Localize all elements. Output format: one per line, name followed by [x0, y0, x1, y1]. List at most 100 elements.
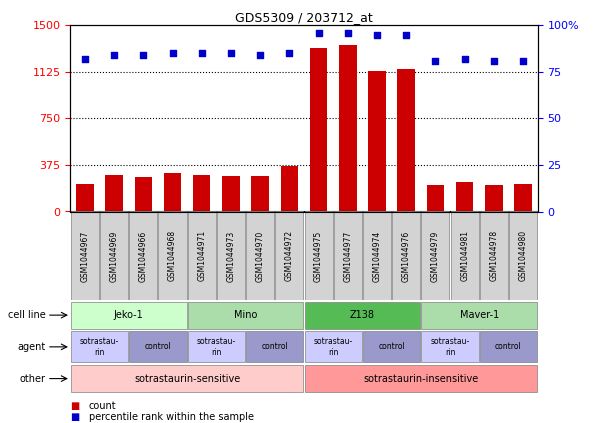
Bar — [188, 331, 245, 363]
Bar — [451, 212, 478, 300]
Text: GSM1044966: GSM1044966 — [139, 230, 148, 282]
Bar — [456, 182, 474, 212]
Bar — [193, 175, 210, 212]
Bar — [246, 212, 274, 300]
Point — [255, 52, 265, 58]
Bar — [100, 212, 128, 300]
Text: percentile rank within the sample: percentile rank within the sample — [89, 412, 254, 422]
Bar — [514, 184, 532, 212]
Text: control: control — [145, 342, 171, 352]
Bar — [158, 212, 186, 300]
Point — [285, 50, 295, 57]
Bar — [134, 177, 152, 212]
Bar — [334, 212, 362, 300]
Text: GSM1044977: GSM1044977 — [343, 230, 353, 282]
Bar — [392, 212, 420, 300]
Bar — [422, 302, 537, 329]
Text: Jeko-1: Jeko-1 — [114, 310, 144, 320]
Point — [431, 58, 441, 64]
Bar — [304, 302, 420, 329]
Bar — [71, 212, 99, 300]
Text: GSM1044968: GSM1044968 — [168, 231, 177, 281]
Point — [197, 50, 207, 57]
Point — [489, 58, 499, 64]
Text: sotrastaurin-insensitive: sotrastaurin-insensitive — [363, 374, 478, 384]
Text: other: other — [20, 374, 45, 384]
Bar — [246, 331, 304, 363]
Point — [80, 55, 90, 62]
Bar — [222, 176, 240, 212]
Text: control: control — [262, 342, 288, 352]
Text: Mino: Mino — [234, 310, 257, 320]
Point — [518, 58, 528, 64]
Text: GSM1044979: GSM1044979 — [431, 230, 440, 282]
Text: cell line: cell line — [8, 310, 45, 320]
Text: agent: agent — [17, 342, 45, 352]
Bar — [363, 331, 420, 363]
Text: GSM1044969: GSM1044969 — [109, 230, 119, 282]
Bar — [280, 165, 298, 212]
Bar — [304, 365, 537, 392]
Text: count: count — [89, 401, 116, 411]
Text: ■: ■ — [70, 412, 79, 422]
Point — [459, 55, 469, 62]
Text: control: control — [495, 342, 522, 352]
Point — [401, 31, 411, 38]
Text: GSM1044967: GSM1044967 — [81, 230, 89, 282]
Text: sotrastaurin-sensitive: sotrastaurin-sensitive — [134, 374, 240, 384]
Bar — [105, 175, 123, 212]
Bar — [217, 212, 245, 300]
Bar — [426, 185, 444, 212]
Text: GSM1044980: GSM1044980 — [519, 231, 527, 281]
Text: sotrastau-
rin: sotrastau- rin — [313, 337, 353, 357]
Bar — [71, 331, 128, 363]
Bar — [509, 212, 537, 300]
Bar — [422, 212, 450, 300]
Bar — [130, 212, 157, 300]
Bar — [304, 212, 332, 300]
Bar — [188, 212, 216, 300]
Text: GSM1044971: GSM1044971 — [197, 231, 207, 281]
Text: GSM1044976: GSM1044976 — [401, 230, 411, 282]
Bar — [310, 48, 327, 212]
Bar — [276, 212, 304, 300]
Point — [167, 50, 177, 57]
Bar — [71, 365, 304, 392]
Point — [372, 31, 382, 38]
Text: sotrastau-
rin: sotrastau- rin — [197, 337, 236, 357]
Point — [343, 30, 353, 36]
Bar — [76, 184, 93, 212]
Text: GSM1044981: GSM1044981 — [460, 231, 469, 281]
Bar — [368, 71, 386, 212]
Bar — [422, 331, 478, 363]
Point — [109, 52, 119, 58]
Bar — [397, 69, 415, 212]
Text: GSM1044975: GSM1044975 — [314, 230, 323, 282]
Text: Z138: Z138 — [350, 310, 375, 320]
Point — [139, 52, 148, 58]
Point — [226, 50, 236, 57]
Bar — [251, 176, 269, 212]
Text: sotrastau-
rin: sotrastau- rin — [430, 337, 470, 357]
Text: GSM1044974: GSM1044974 — [373, 230, 381, 282]
Bar — [363, 212, 391, 300]
Text: GSM1044973: GSM1044973 — [227, 230, 235, 282]
Text: GSM1044978: GSM1044978 — [489, 231, 499, 281]
Bar — [130, 331, 186, 363]
Bar — [485, 185, 503, 212]
Point — [313, 30, 323, 36]
Bar — [71, 302, 186, 329]
Text: GSM1044972: GSM1044972 — [285, 231, 294, 281]
Bar — [480, 331, 537, 363]
Bar — [339, 45, 357, 212]
Bar — [164, 173, 181, 212]
Text: sotrastau-
rin: sotrastau- rin — [80, 337, 119, 357]
Title: GDS5309 / 203712_at: GDS5309 / 203712_at — [235, 11, 373, 24]
Bar — [304, 331, 362, 363]
Text: GSM1044970: GSM1044970 — [255, 230, 265, 282]
Text: Maver-1: Maver-1 — [459, 310, 499, 320]
Text: control: control — [378, 342, 405, 352]
Bar — [480, 212, 508, 300]
Text: ■: ■ — [70, 401, 79, 411]
Bar — [188, 302, 304, 329]
